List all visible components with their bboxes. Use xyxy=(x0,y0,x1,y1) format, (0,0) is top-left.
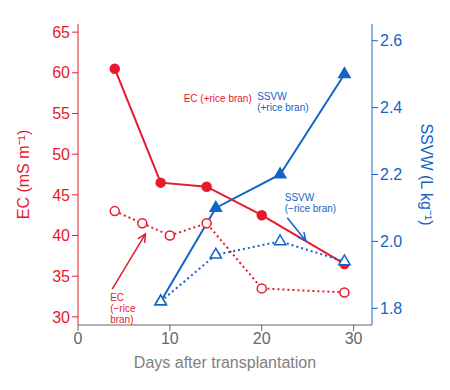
svg-text:EC(−ricebran): EC(−ricebran) xyxy=(110,292,136,325)
svg-text:EC (mS m⁻¹): EC (mS m⁻¹) xyxy=(15,130,32,219)
svg-text:2.0: 2.0 xyxy=(380,233,402,250)
svg-text:SSVW(−rice bran): SSVW(−rice bran) xyxy=(285,192,336,214)
svg-text:EC (+rice bran): EC (+rice bran) xyxy=(184,93,252,104)
svg-text:45: 45 xyxy=(52,187,70,204)
svg-text:1.8: 1.8 xyxy=(380,300,402,317)
svg-text:Days after transplantation: Days after transplantation xyxy=(134,354,316,371)
svg-text:2.4: 2.4 xyxy=(380,99,402,116)
svg-text:50: 50 xyxy=(52,146,70,163)
svg-text:2.2: 2.2 xyxy=(380,166,402,183)
svg-text:20: 20 xyxy=(253,330,271,347)
svg-text:30: 30 xyxy=(345,330,363,347)
svg-text:35: 35 xyxy=(52,268,70,285)
svg-text:40: 40 xyxy=(52,227,70,244)
svg-text:10: 10 xyxy=(161,330,179,347)
svg-text:30: 30 xyxy=(52,309,70,326)
svg-text:55: 55 xyxy=(52,105,70,122)
svg-text:60: 60 xyxy=(52,64,70,81)
svg-text:65: 65 xyxy=(52,24,70,41)
svg-text:SSVW(+rice bran): SSVW(+rice bran) xyxy=(257,91,308,113)
svg-text:0: 0 xyxy=(74,330,83,347)
svg-text:2.6: 2.6 xyxy=(380,32,402,49)
svg-text:SSVW (L kg⁻¹): SSVW (L kg⁻¹) xyxy=(418,123,435,225)
